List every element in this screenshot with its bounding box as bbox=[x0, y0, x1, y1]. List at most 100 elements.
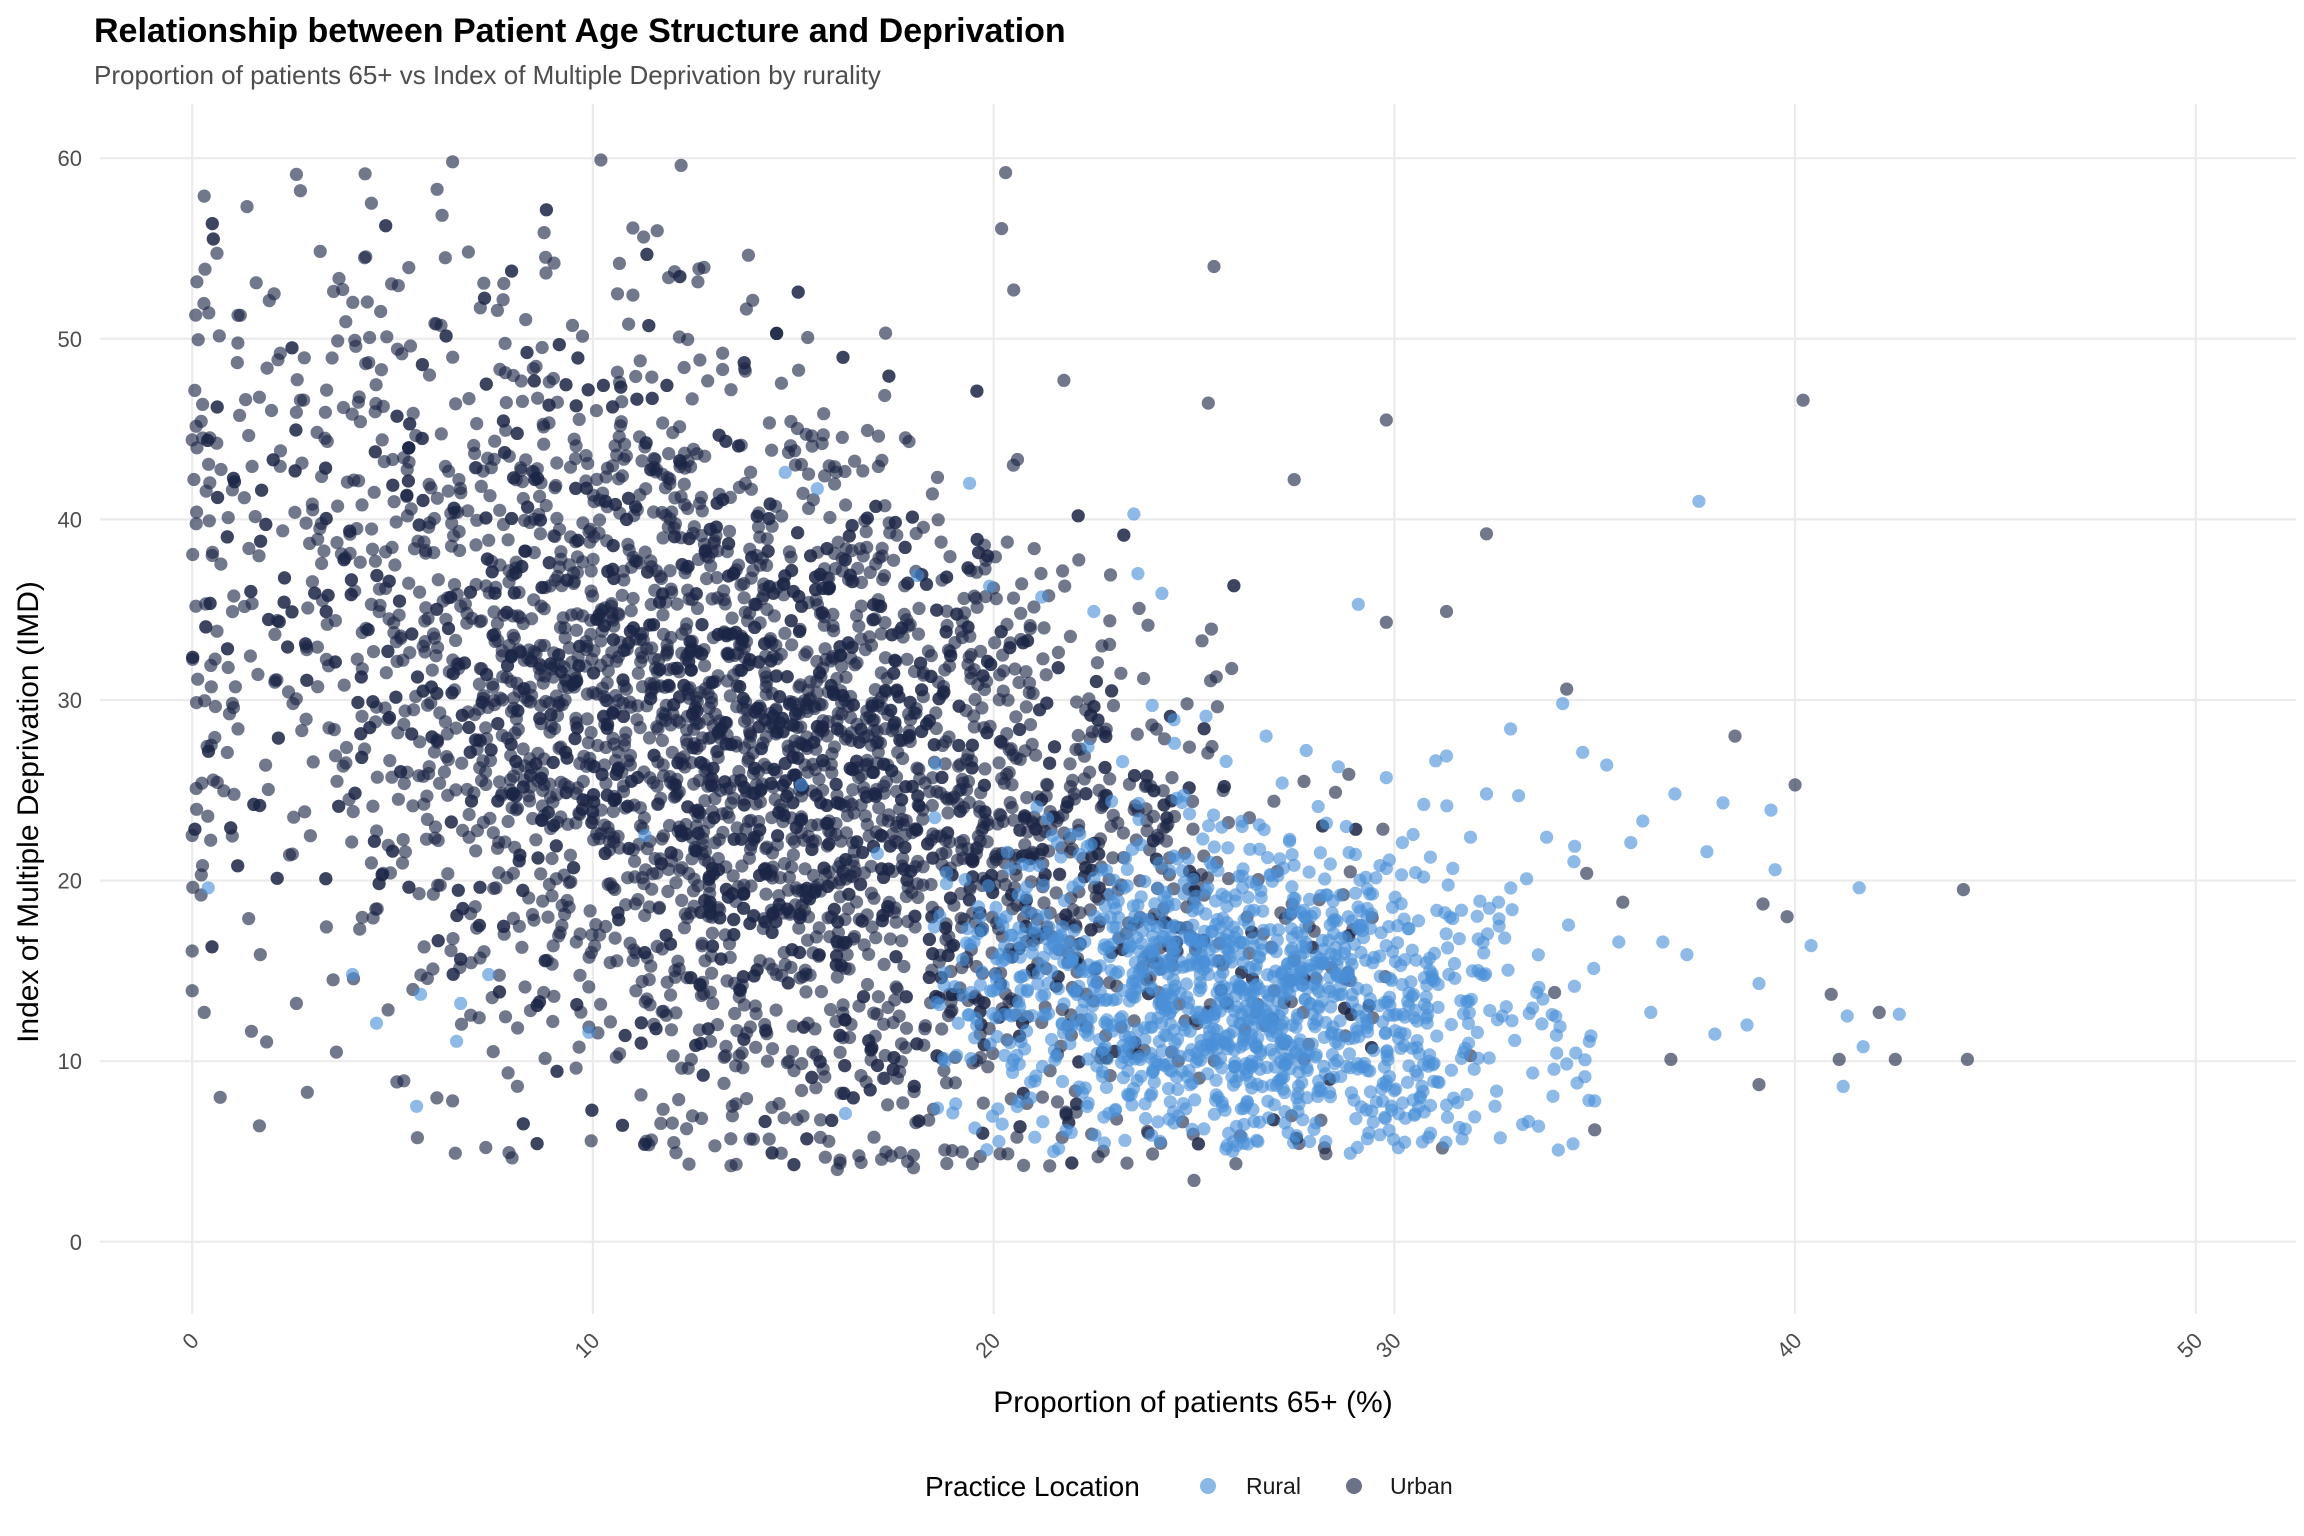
urban-point bbox=[816, 428, 830, 442]
urban-point bbox=[492, 985, 507, 999]
urban-point bbox=[573, 639, 587, 653]
urban-point bbox=[554, 665, 568, 679]
urban-point bbox=[369, 378, 383, 392]
urban-point bbox=[776, 778, 790, 792]
urban-point bbox=[367, 834, 381, 848]
urban-point bbox=[977, 996, 991, 1010]
urban-point bbox=[506, 471, 521, 485]
urban-point bbox=[353, 415, 367, 429]
urban-point bbox=[510, 1079, 524, 1093]
urban-point bbox=[1137, 671, 1151, 686]
urban-point bbox=[1012, 675, 1026, 690]
urban-point bbox=[479, 1140, 493, 1155]
urban-point bbox=[771, 829, 785, 843]
urban-point bbox=[404, 502, 418, 516]
urban-point bbox=[684, 971, 698, 985]
urban-point bbox=[376, 399, 390, 413]
urban-point bbox=[1217, 780, 1231, 794]
urban-point bbox=[416, 493, 430, 508]
urban-point bbox=[370, 770, 384, 784]
urban-point bbox=[889, 915, 903, 929]
urban-point bbox=[248, 509, 262, 524]
urban-point bbox=[1103, 568, 1118, 582]
urban-point bbox=[749, 1040, 763, 1054]
urban-point bbox=[865, 699, 879, 713]
urban-point bbox=[853, 542, 867, 556]
urban-point bbox=[828, 477, 842, 491]
urban-point bbox=[426, 887, 440, 901]
urban-point bbox=[1018, 809, 1032, 823]
urban-point bbox=[612, 256, 627, 270]
urban-point bbox=[468, 708, 482, 722]
urban-point bbox=[485, 565, 499, 579]
urban-point bbox=[401, 474, 415, 488]
urban-point bbox=[529, 359, 543, 373]
urban-point bbox=[784, 550, 798, 564]
urban-point bbox=[705, 939, 720, 953]
urban-point bbox=[352, 474, 366, 488]
urban-point bbox=[530, 1137, 544, 1151]
urban-point bbox=[800, 933, 815, 947]
rural-point bbox=[981, 879, 995, 893]
urban-point bbox=[368, 445, 382, 459]
urban-point bbox=[791, 751, 805, 765]
urban-point bbox=[780, 1056, 795, 1070]
urban-point bbox=[609, 1050, 623, 1064]
urban-point bbox=[796, 486, 810, 500]
urban-point bbox=[871, 735, 885, 749]
urban-point bbox=[272, 615, 286, 629]
urban-point bbox=[474, 614, 488, 628]
urban-point bbox=[538, 1051, 552, 1065]
urban-point bbox=[848, 454, 862, 468]
urban-point bbox=[319, 605, 333, 619]
urban-point bbox=[431, 573, 445, 587]
urban-point bbox=[647, 505, 661, 519]
urban-point bbox=[875, 453, 889, 467]
urban-point bbox=[766, 906, 780, 920]
urban-point bbox=[567, 861, 581, 875]
urban-point bbox=[319, 920, 333, 934]
urban-point bbox=[955, 1145, 969, 1159]
rural-point bbox=[1319, 816, 1333, 830]
urban-point bbox=[533, 527, 548, 541]
urban-point bbox=[448, 1146, 462, 1160]
urban-point bbox=[772, 805, 786, 820]
urban-point bbox=[594, 634, 608, 648]
urban-point bbox=[965, 738, 980, 752]
urban-point bbox=[1063, 629, 1077, 644]
urban-point bbox=[860, 511, 874, 525]
urban-point bbox=[385, 540, 399, 555]
rural-point bbox=[956, 952, 970, 967]
urban-point bbox=[389, 515, 403, 529]
urban-point bbox=[584, 725, 598, 740]
rural-point bbox=[1197, 1122, 1211, 1136]
urban-point bbox=[231, 722, 245, 736]
urban-point bbox=[900, 873, 914, 887]
urban-point bbox=[407, 542, 422, 556]
urban-point bbox=[898, 540, 912, 555]
urban-point bbox=[793, 907, 807, 922]
urban-point bbox=[690, 704, 704, 718]
urban-point bbox=[345, 835, 359, 849]
urban-point bbox=[605, 597, 619, 611]
urban-point bbox=[515, 940, 529, 954]
rural-point bbox=[1508, 1033, 1522, 1047]
urban-point bbox=[430, 602, 444, 616]
urban-point bbox=[518, 544, 532, 558]
urban-point bbox=[189, 419, 203, 433]
urban-point bbox=[642, 731, 657, 745]
urban-point bbox=[843, 568, 857, 582]
urban-point bbox=[1114, 666, 1128, 680]
urban-point bbox=[654, 857, 669, 871]
urban-point bbox=[546, 1014, 560, 1029]
urban-point bbox=[380, 330, 394, 344]
urban-point bbox=[623, 748, 638, 763]
urban-point bbox=[606, 633, 621, 647]
urban-point bbox=[707, 811, 721, 825]
rural-point bbox=[928, 811, 942, 825]
urban-point bbox=[576, 774, 590, 789]
urban-point bbox=[1165, 771, 1179, 785]
urban-point bbox=[259, 758, 273, 772]
urban-point bbox=[424, 696, 438, 710]
urban-point bbox=[220, 530, 234, 544]
